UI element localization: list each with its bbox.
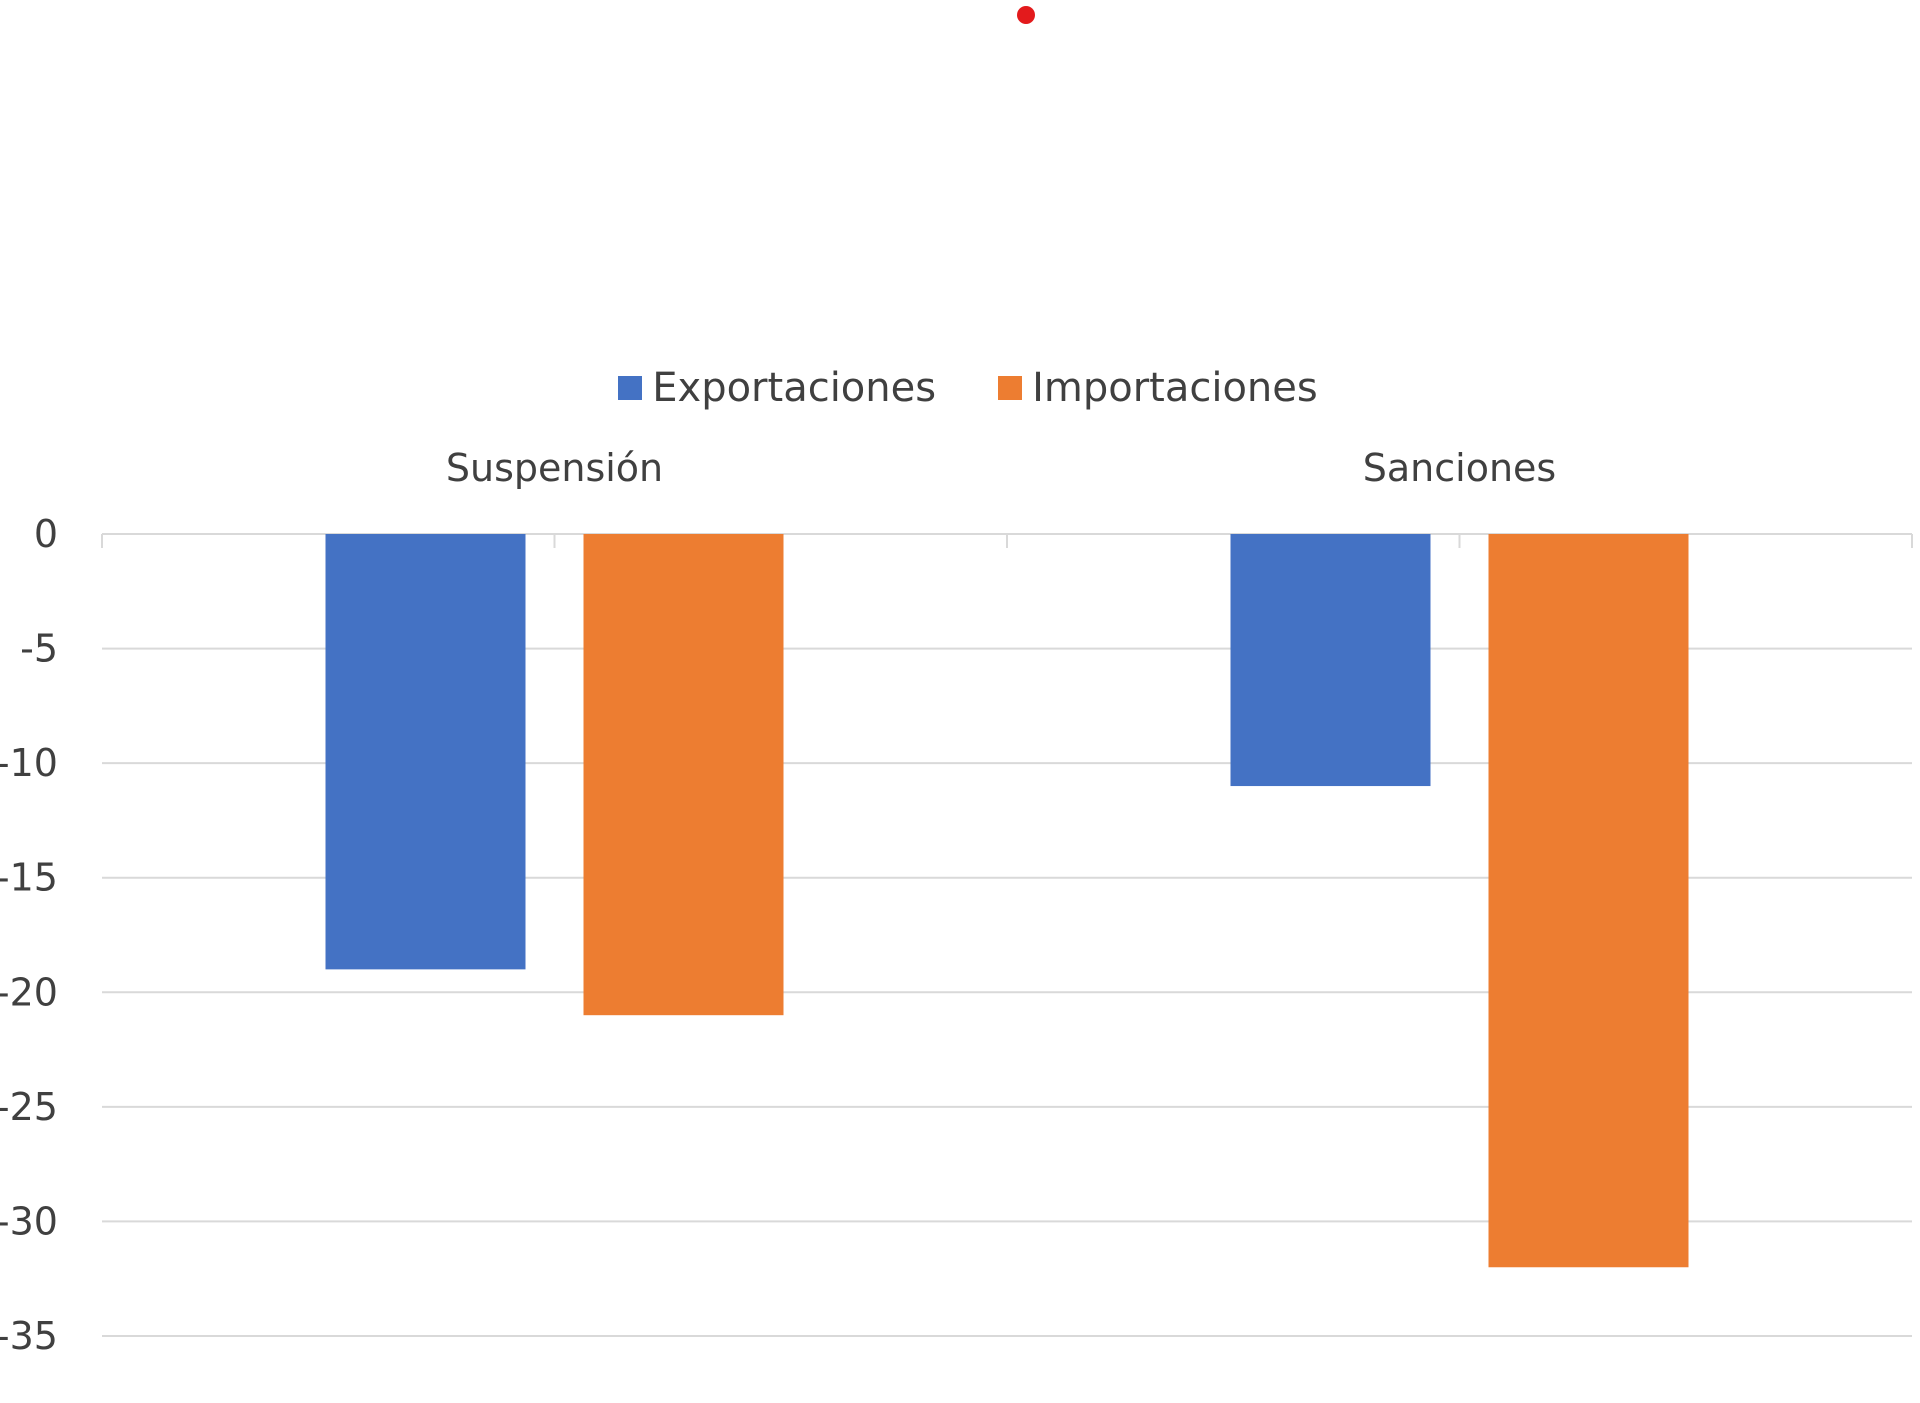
y-tick-label: -30 [0,1199,58,1243]
y-tick-label: -5 [20,627,58,671]
category-label: Suspensión [446,446,663,490]
red-dot-marker [1017,6,1035,24]
bar-importaciones-1 [583,534,784,1016]
bar-importaciones-2 [1488,534,1689,1268]
y-tick-label: -10 [0,741,58,785]
y-tick-label: -25 [0,1085,58,1129]
y-tick-label: -15 [0,856,58,900]
y-tick-label: 0 [34,512,58,556]
category-label: Sanciones [1363,446,1556,490]
y-tick-label: -20 [0,970,58,1014]
chart-legend: Exportaciones Importaciones [0,358,1920,418]
y-tick-label: -35 [0,1314,58,1358]
legend-label-importaciones: Importaciones [1032,365,1318,411]
legend-swatch-exportaciones [618,376,643,400]
legend-item-importaciones: Importaciones [998,365,1318,411]
bar-exportaciones-1 [325,534,526,970]
bar-exportaciones-2 [1230,534,1431,787]
legend-label-exportaciones: Exportaciones [652,365,937,411]
legend-swatch-importaciones [998,376,1023,400]
legend-item-exportaciones: Exportaciones [618,365,936,411]
